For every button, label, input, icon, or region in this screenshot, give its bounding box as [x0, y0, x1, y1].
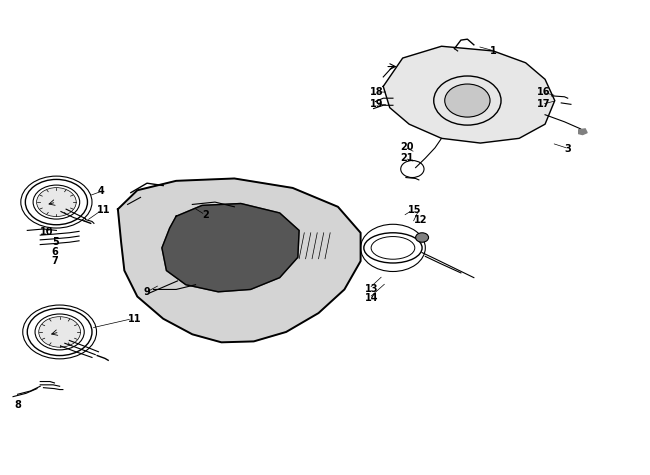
- Polygon shape: [162, 203, 299, 292]
- Text: 13: 13: [365, 284, 379, 294]
- Text: 4: 4: [98, 186, 104, 196]
- Circle shape: [415, 233, 428, 242]
- Text: 21: 21: [400, 153, 414, 163]
- Text: 14: 14: [365, 293, 379, 303]
- Circle shape: [39, 317, 81, 347]
- Text: 3: 3: [564, 144, 571, 154]
- Text: 9: 9: [144, 287, 151, 297]
- Polygon shape: [118, 179, 361, 342]
- Polygon shape: [384, 46, 554, 143]
- Text: 11: 11: [98, 205, 111, 215]
- Text: 16: 16: [538, 87, 551, 97]
- Text: 17: 17: [538, 99, 551, 109]
- Text: 11: 11: [127, 314, 141, 324]
- Text: 18: 18: [370, 87, 384, 97]
- Text: 1: 1: [490, 46, 497, 56]
- Circle shape: [445, 84, 490, 117]
- Text: 20: 20: [400, 142, 414, 152]
- Text: 6: 6: [52, 247, 58, 256]
- Text: 5: 5: [52, 237, 58, 247]
- Text: 8: 8: [14, 400, 21, 410]
- Text: 15: 15: [408, 205, 421, 215]
- Circle shape: [36, 188, 76, 217]
- Text: 19: 19: [370, 99, 383, 109]
- Polygon shape: [578, 129, 587, 134]
- Text: 12: 12: [414, 215, 428, 225]
- Text: 7: 7: [52, 256, 58, 266]
- Text: 2: 2: [202, 210, 209, 220]
- Text: 10: 10: [40, 227, 54, 237]
